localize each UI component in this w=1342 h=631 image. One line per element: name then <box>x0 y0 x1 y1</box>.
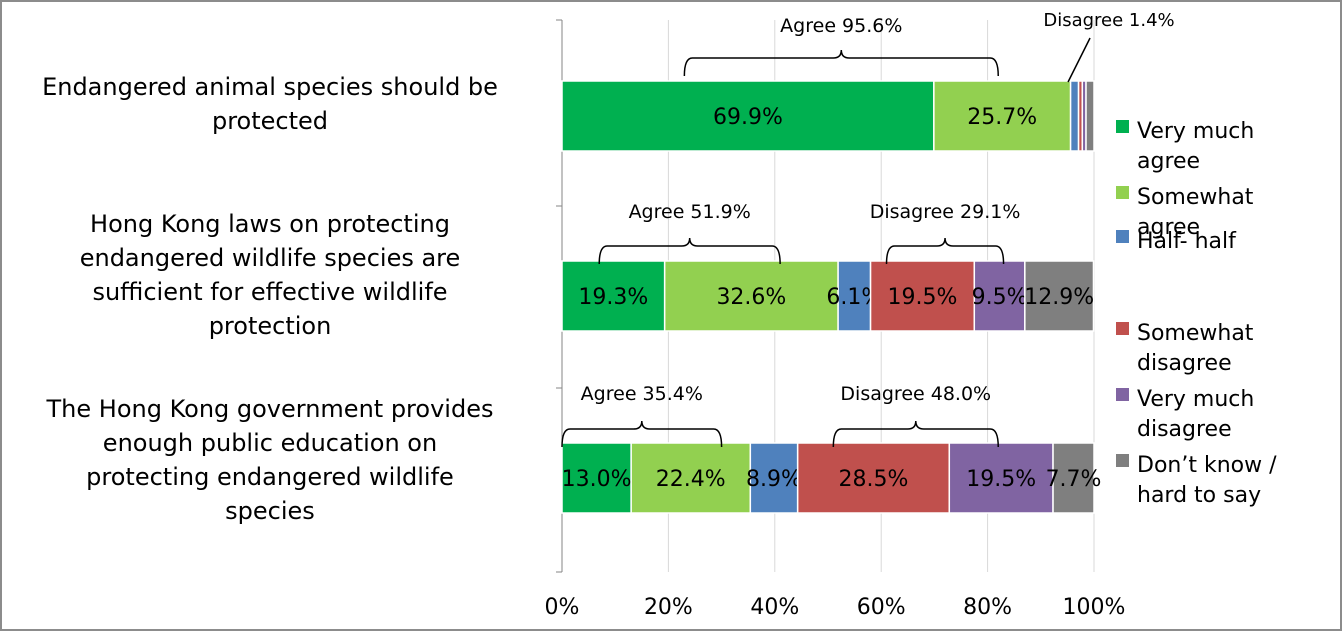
annotation-label: Disagree 48.0% <box>840 383 991 405</box>
legend-label: Somewhat <box>1137 321 1254 346</box>
category-label: protecting endangered wildlife <box>86 463 454 491</box>
x-tick-label: 20% <box>644 595 693 620</box>
category-label: sufficient for effective wildlife <box>92 278 447 306</box>
annotation-label: Disagree 1.4% <box>1043 10 1174 31</box>
data-label: 19.3% <box>578 285 648 310</box>
legend-label: hard to say <box>1137 483 1261 508</box>
x-tick-label: 80% <box>963 595 1012 620</box>
data-label: 8.9% <box>746 467 802 492</box>
annotation-brace <box>561 420 723 448</box>
annotation-label: Agree 35.4% <box>581 383 703 405</box>
category-label: species <box>225 497 315 525</box>
bar-segment <box>663 260 839 332</box>
data-label: 32.6% <box>716 285 786 310</box>
legend-label: Half- half <box>1137 229 1237 254</box>
annotation-brace <box>832 420 999 448</box>
annotation-label: Disagree 29.1% <box>870 201 1021 223</box>
bar-segment <box>948 442 1054 514</box>
legend-swatch <box>1116 230 1129 243</box>
legend-label: disagree <box>1137 417 1232 442</box>
x-tick-label: 40% <box>750 595 799 620</box>
annotation-label: Agree 51.9% <box>629 201 751 223</box>
legend-label: Very much <box>1137 119 1254 144</box>
category-label: endangered wildlife species are <box>80 244 461 272</box>
annotation-brace <box>683 49 999 77</box>
category-label: protected <box>212 107 328 135</box>
data-label: 13.0% <box>562 467 632 492</box>
x-tick-label: 0% <box>545 595 580 620</box>
legend-swatch <box>1116 322 1129 335</box>
category-label: Hong Kong laws on protecting <box>90 210 450 238</box>
x-tick-label: 100% <box>1063 595 1126 620</box>
legend-swatch <box>1116 120 1129 133</box>
data-label: 22.4% <box>656 467 726 492</box>
legend-swatch <box>1116 186 1129 199</box>
legend-label: disagree <box>1137 351 1232 376</box>
bar-segment <box>1085 80 1095 152</box>
data-label: 19.5% <box>887 285 957 310</box>
bar-segment <box>796 442 951 514</box>
data-label: 25.7% <box>967 105 1037 130</box>
category-label: Endangered animal species should be <box>42 73 498 101</box>
bar-segment <box>869 260 976 332</box>
legend-label: agree <box>1137 149 1200 174</box>
legend-swatch <box>1116 454 1129 467</box>
category-label: enough public education on <box>103 429 437 457</box>
bar-segment <box>933 80 1072 152</box>
bar-segment <box>837 260 872 332</box>
legend-label: Somewhat <box>1137 185 1254 210</box>
data-label: 69.9% <box>713 105 783 130</box>
bar-segment <box>1052 442 1095 514</box>
legend-swatch <box>1116 388 1129 401</box>
category-label: The Hong Kong government provides <box>46 395 494 423</box>
bar-segment <box>1024 260 1095 332</box>
bar-segment <box>561 260 666 332</box>
bar-segment <box>630 442 752 514</box>
legend-label: agree <box>1137 215 1200 240</box>
category-label: protection <box>209 312 332 340</box>
annotation-brace <box>885 237 1005 265</box>
bar-segment <box>1069 80 1080 152</box>
annotation-brace <box>598 237 781 265</box>
legend-label: Don’t know / <box>1137 453 1277 478</box>
annotation-label: Agree 95.6% <box>780 15 902 37</box>
legend-label: Very much <box>1137 387 1254 412</box>
x-tick-label: 60% <box>857 595 906 620</box>
data-label: 9.5% <box>972 285 1028 310</box>
data-label: 12.9% <box>1024 285 1094 310</box>
data-label: 7.7% <box>1046 467 1102 492</box>
data-label: 28.5% <box>839 467 909 492</box>
annotation-leader <box>1067 37 1091 83</box>
bar-segment <box>561 442 632 514</box>
data-label: 19.5% <box>966 467 1036 492</box>
